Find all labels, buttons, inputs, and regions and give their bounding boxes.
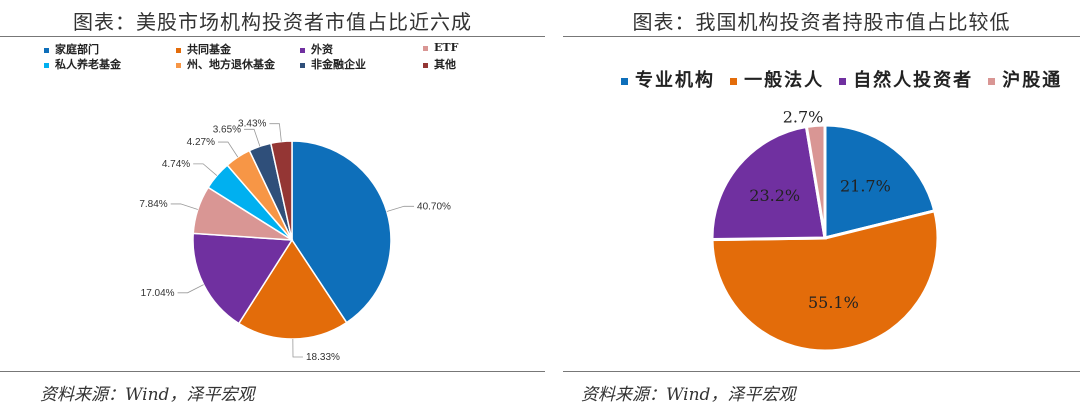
pie-slice — [192, 232, 294, 325]
legend-label: 其他 — [434, 58, 456, 71]
right-chart-panel: 图表：我国机构投资者持股市值占比较低 专业机构 一般法人 自然人投资者 沪股通 … — [563, 0, 1080, 413]
legend-label: 共同基金 — [187, 43, 231, 56]
legend-item-other: 其他 — [423, 56, 456, 72]
legend-label: 外资 — [311, 43, 333, 56]
slice-value-label: 2.7% — [783, 107, 824, 126]
left-chart-panel: 图表：美股市场机构投资者市值占比近六成 家庭部门 共同基金 外资 ETF 私人养… — [0, 10, 545, 405]
legend-label: 私人养老基金 — [55, 58, 121, 71]
legend-item-general-corporate: 一般法人 — [730, 66, 824, 92]
leader-line — [217, 141, 239, 158]
legend-swatch — [621, 77, 628, 85]
legend-item-mutual-fund: 共同基金 — [176, 41, 231, 57]
leader-line — [170, 203, 198, 210]
legend-label: 自然人投资者 — [853, 70, 974, 91]
legend-label: 州、地方退休基金 — [187, 58, 275, 71]
legend-swatch — [176, 62, 181, 68]
right-chart-title: 图表：我国机构投资者持股市值占比较低 — [632, 10, 1011, 34]
slice-value-label: 7.84% — [139, 199, 167, 210]
leader-line — [193, 163, 218, 176]
legend-item-household: 家庭部门 — [44, 41, 99, 57]
slice-value-label: 3.43% — [238, 119, 266, 130]
pie-slice — [237, 238, 348, 340]
legend-swatch — [300, 62, 305, 68]
slice-value-label: 4.74% — [162, 159, 190, 170]
legend-item-individual: 自然人投资者 — [839, 66, 973, 92]
legend-item-foreign: 外资 — [300, 41, 333, 57]
legend-swatch — [176, 47, 181, 53]
legend-label: 专业机构 — [635, 70, 715, 91]
right-chart-legend: 专业机构 一般法人 自然人投资者 沪股通 — [621, 66, 1072, 92]
slice-value-label: 40.70% — [417, 201, 451, 212]
pie-slice — [823, 123, 937, 240]
left-source-note: 资料来源：Wind，泽平宏观 — [40, 385, 255, 405]
slice-value-label: 23.2% — [749, 186, 800, 205]
left-footer-rule — [0, 371, 545, 372]
leader-line — [244, 128, 261, 147]
legend-item-etf: ETF — [423, 41, 458, 54]
pie-slice — [710, 208, 940, 353]
left-pie-chart: 40.70% 18.33% 17.04% 7.84% 4.74% 4.27% 3.65%3.… — [139, 119, 451, 363]
slice-value-label: 18.33% — [306, 352, 340, 363]
legend-swatch — [423, 62, 428, 68]
legend-label: 家庭部门 — [55, 43, 99, 56]
legend-swatch — [988, 77, 996, 85]
legend-item-private-pension: 私人养老基金 — [44, 56, 121, 72]
legend-item-state-pension: 州、地方退休基金 — [176, 56, 275, 72]
slice-value-label: 55.1% — [808, 293, 859, 312]
leader-line — [269, 123, 282, 142]
left-title-rule — [0, 36, 545, 37]
leader-line — [292, 338, 303, 358]
legend-label: 沪股通 — [1002, 70, 1063, 91]
slice-value-label: 4.27% — [187, 137, 215, 148]
legend-label: 非金融企业 — [311, 58, 366, 71]
right-pie-chart: 21.7% 55.1% 23.2% 2.7% — [710, 107, 940, 353]
legend-item-northbound: 沪股通 — [988, 66, 1062, 92]
legend-label: ETF — [434, 41, 459, 54]
slice-value-label: 17.04% — [141, 288, 175, 299]
right-source-note: 资料来源：Wind，泽平宏观 — [581, 385, 796, 405]
legend-swatch — [730, 77, 738, 85]
slice-value-label: 3.65% — [213, 124, 241, 135]
legend-item-professional: 专业机构 — [621, 66, 715, 92]
leader-line — [177, 284, 204, 294]
leader-line — [386, 205, 415, 212]
slice-value-label: 21.7% — [840, 176, 891, 195]
legend-swatch — [300, 47, 305, 53]
legend-item-nonfinancial: 非金融企业 — [300, 56, 366, 72]
legend-swatch — [423, 45, 428, 51]
right-title-rule — [563, 36, 1080, 37]
legend-swatch — [44, 62, 49, 68]
pie-slice — [710, 124, 827, 242]
legend-swatch — [839, 77, 847, 85]
legend-swatch — [44, 47, 49, 53]
legend-label: 一般法人 — [744, 70, 825, 91]
left-chart-title: 图表：美股市场机构投资者市值占比近六成 — [73, 10, 472, 34]
pie-slice — [804, 123, 827, 239]
right-footer-rule — [563, 371, 1080, 372]
